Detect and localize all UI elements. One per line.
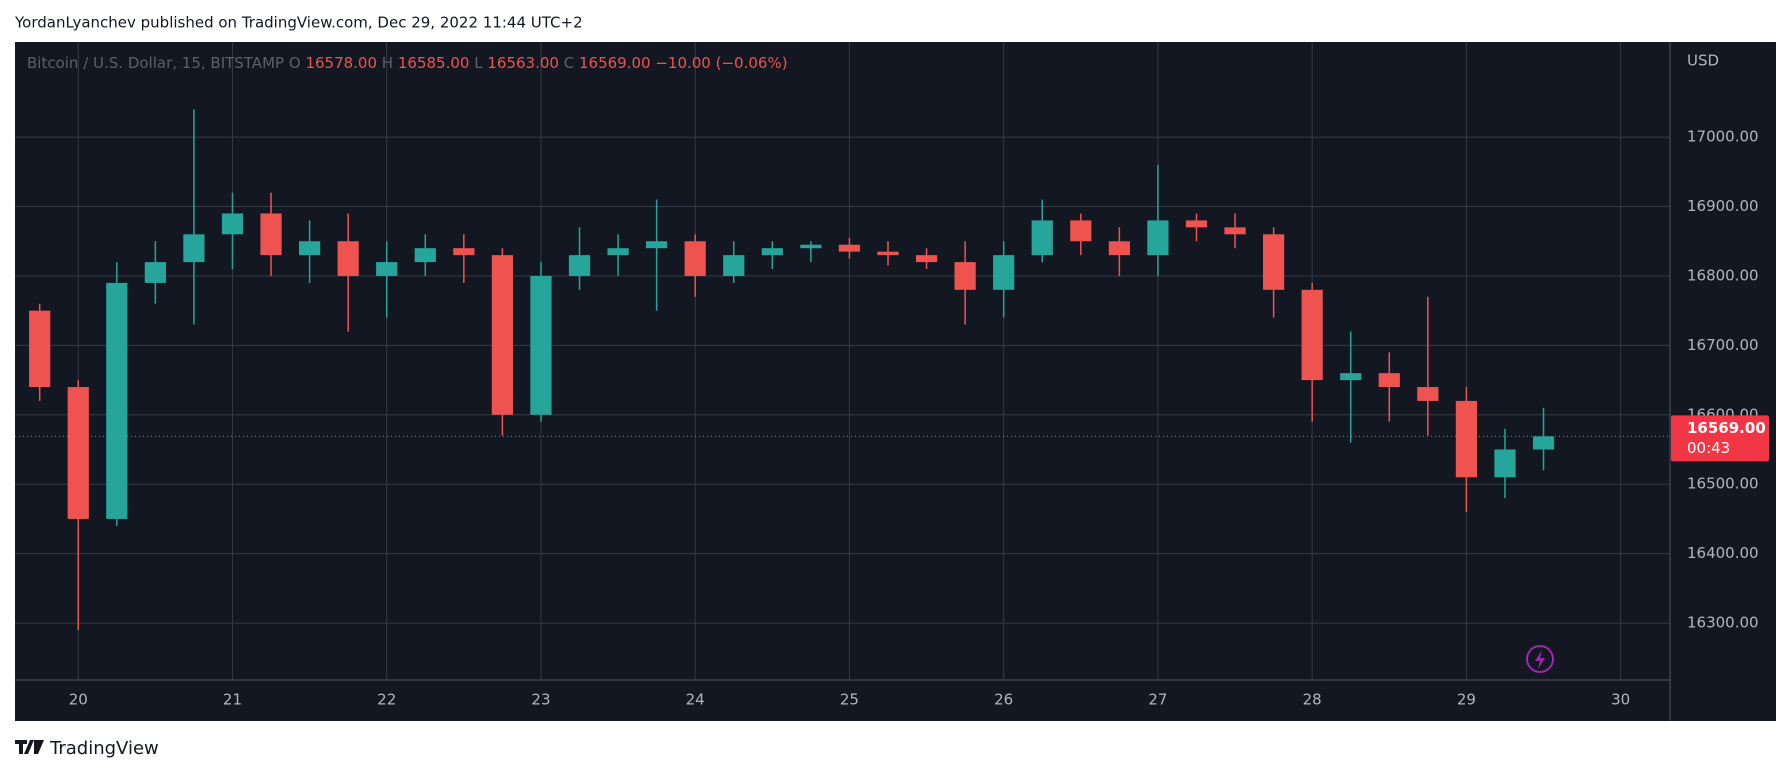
x-tick-label: 26 — [994, 691, 1013, 709]
legend-value: 16569.00 — [579, 54, 651, 72]
y-tick-label: 17000.00 — [1687, 128, 1759, 146]
candle-body — [29, 310, 51, 388]
candle-body — [530, 275, 552, 415]
candle-body — [800, 244, 822, 249]
candle-body — [954, 262, 976, 290]
candle-body — [646, 241, 668, 249]
candle-body — [376, 262, 398, 276]
legend-key: O — [289, 54, 301, 72]
candle-body — [1262, 234, 1285, 290]
candle-body — [414, 248, 436, 263]
legend-value: 16563.00 — [487, 54, 559, 72]
price-tag — [1671, 415, 1769, 462]
grid — [15, 42, 1670, 680]
candle-body — [1455, 400, 1478, 478]
ohlc-legend: Bitcoin / U.S. Dollar, 15, BITSTAMP O 16… — [27, 54, 788, 72]
y-axis-label: USD — [1687, 52, 1719, 70]
candle-body — [684, 241, 706, 276]
brand: TradingView — [49, 738, 159, 759]
x-tick-label: 24 — [686, 691, 705, 709]
x-tick-label: 29 — [1457, 691, 1476, 709]
x-tick-label: 25 — [840, 691, 859, 709]
candle-body — [1417, 387, 1439, 401]
candle-body — [877, 251, 899, 256]
y-tick-label: 16900.00 — [1687, 197, 1759, 215]
candle-body — [761, 248, 783, 256]
candle-body — [1185, 220, 1208, 228]
legend-key: H — [382, 54, 393, 72]
candle-body — [1378, 373, 1400, 388]
candle-body — [607, 248, 629, 256]
watermark-logo — [15, 740, 44, 754]
legend-key: L — [474, 54, 483, 72]
candle-body — [144, 262, 166, 283]
legend-key: C — [564, 54, 574, 72]
candle-body — [67, 387, 89, 519]
candle-body — [1494, 449, 1516, 478]
legend-value: 16585.00 — [398, 54, 470, 72]
candle-body — [723, 255, 745, 276]
y-tick-label: 16500.00 — [1687, 475, 1759, 493]
candle-body — [221, 213, 244, 235]
candle-body — [1532, 436, 1555, 450]
y-tick-label: 16300.00 — [1687, 614, 1759, 632]
candle-body — [1031, 220, 1053, 256]
candle-body — [915, 255, 938, 263]
x-tick-label: 28 — [1303, 691, 1322, 709]
candle-body — [183, 234, 205, 263]
y-tick-label: 16700.00 — [1687, 336, 1759, 354]
candle-body — [568, 255, 591, 276]
candle-body — [337, 241, 359, 276]
header: YordanLyanchev published on TradingView.… — [14, 14, 583, 32]
x-tick-label: 27 — [1148, 691, 1167, 709]
candle-body — [491, 255, 514, 415]
y-tick-label: 16400.00 — [1687, 544, 1759, 562]
candle-body — [260, 213, 282, 256]
legend-value: 16578.00 — [305, 54, 377, 72]
candle-body — [1070, 220, 1092, 242]
candle-body — [1224, 227, 1246, 235]
x-tick-label: 30 — [1611, 691, 1630, 709]
lightning-icon — [1526, 645, 1554, 673]
chart-background — [15, 42, 1776, 721]
candle-body — [1301, 289, 1323, 381]
x-tick-label: 22 — [377, 691, 396, 709]
candle-body — [1340, 373, 1362, 381]
x-tick-label: 23 — [531, 691, 550, 709]
legend-change: −10.00 (−0.06%) — [655, 54, 787, 72]
y-tick-label: 16800.00 — [1687, 266, 1759, 284]
candle-body — [106, 282, 128, 519]
candle-body — [993, 255, 1015, 290]
candle-body — [453, 248, 475, 256]
price-tag-countdown: 00:43 — [1687, 439, 1730, 457]
candle-body — [1108, 241, 1130, 256]
x-tick-label: 20 — [69, 691, 88, 709]
candle-body — [298, 241, 321, 256]
price-tag-value: 16569.00 — [1687, 419, 1766, 437]
candle-body — [1147, 220, 1169, 256]
legend-title: Bitcoin / U.S. Dollar, 15, BITSTAMP — [27, 54, 284, 72]
candle-body — [838, 244, 861, 252]
x-tick-label: 21 — [223, 691, 242, 709]
